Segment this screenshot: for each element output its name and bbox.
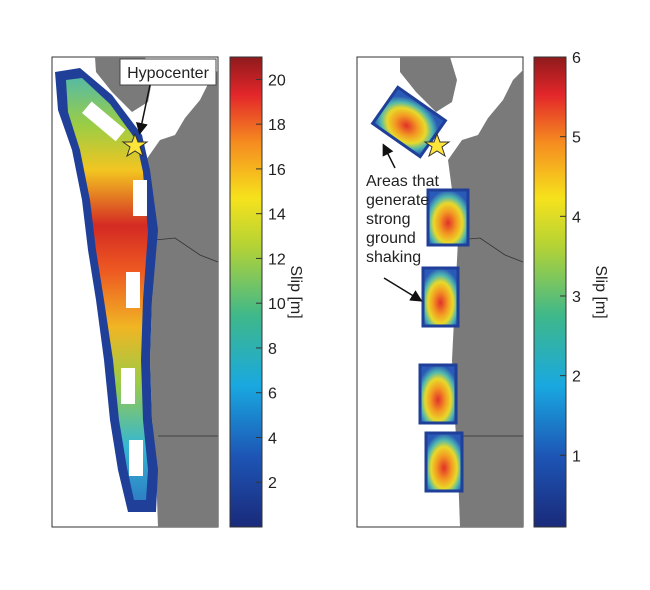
tick-label: 10	[268, 296, 286, 313]
annotation: Areas that generate strong ground shaking	[366, 173, 439, 266]
left-map: Hypocenter	[51, 56, 219, 528]
tick-label: 2	[572, 369, 581, 386]
tick-label: 3	[572, 289, 581, 306]
tick-label: 8	[268, 341, 277, 358]
tick-label: 1	[572, 448, 581, 465]
colorbar-label: Slip [m]	[592, 265, 609, 318]
colorbar-left	[229, 56, 263, 528]
annotation: Hypocenter	[127, 65, 209, 82]
tick-label: 5	[572, 130, 581, 147]
tick-label: 14	[268, 207, 286, 224]
tick-label: 6	[268, 386, 277, 403]
annotation-line: generate	[366, 192, 429, 209]
tick-label: 2	[268, 475, 277, 492]
tick-label: 12	[268, 251, 286, 268]
annotation-line: ground	[366, 230, 416, 247]
tick-label: 6	[572, 50, 581, 67]
colorbar-right	[533, 56, 567, 528]
tick-label: 4	[572, 209, 581, 226]
tick-label: 4	[268, 430, 277, 447]
right-map: Areas that generate strong ground shaking	[356, 56, 524, 528]
annotation-line: Areas that	[366, 173, 439, 190]
annotation-line: shaking	[366, 249, 421, 266]
tick-label: 16	[268, 162, 286, 179]
tick-label: 20	[268, 72, 286, 89]
annotation-line: strong	[366, 211, 410, 228]
colorbar-label: Slip [m]	[287, 265, 304, 318]
tick-label: 18	[268, 117, 286, 134]
